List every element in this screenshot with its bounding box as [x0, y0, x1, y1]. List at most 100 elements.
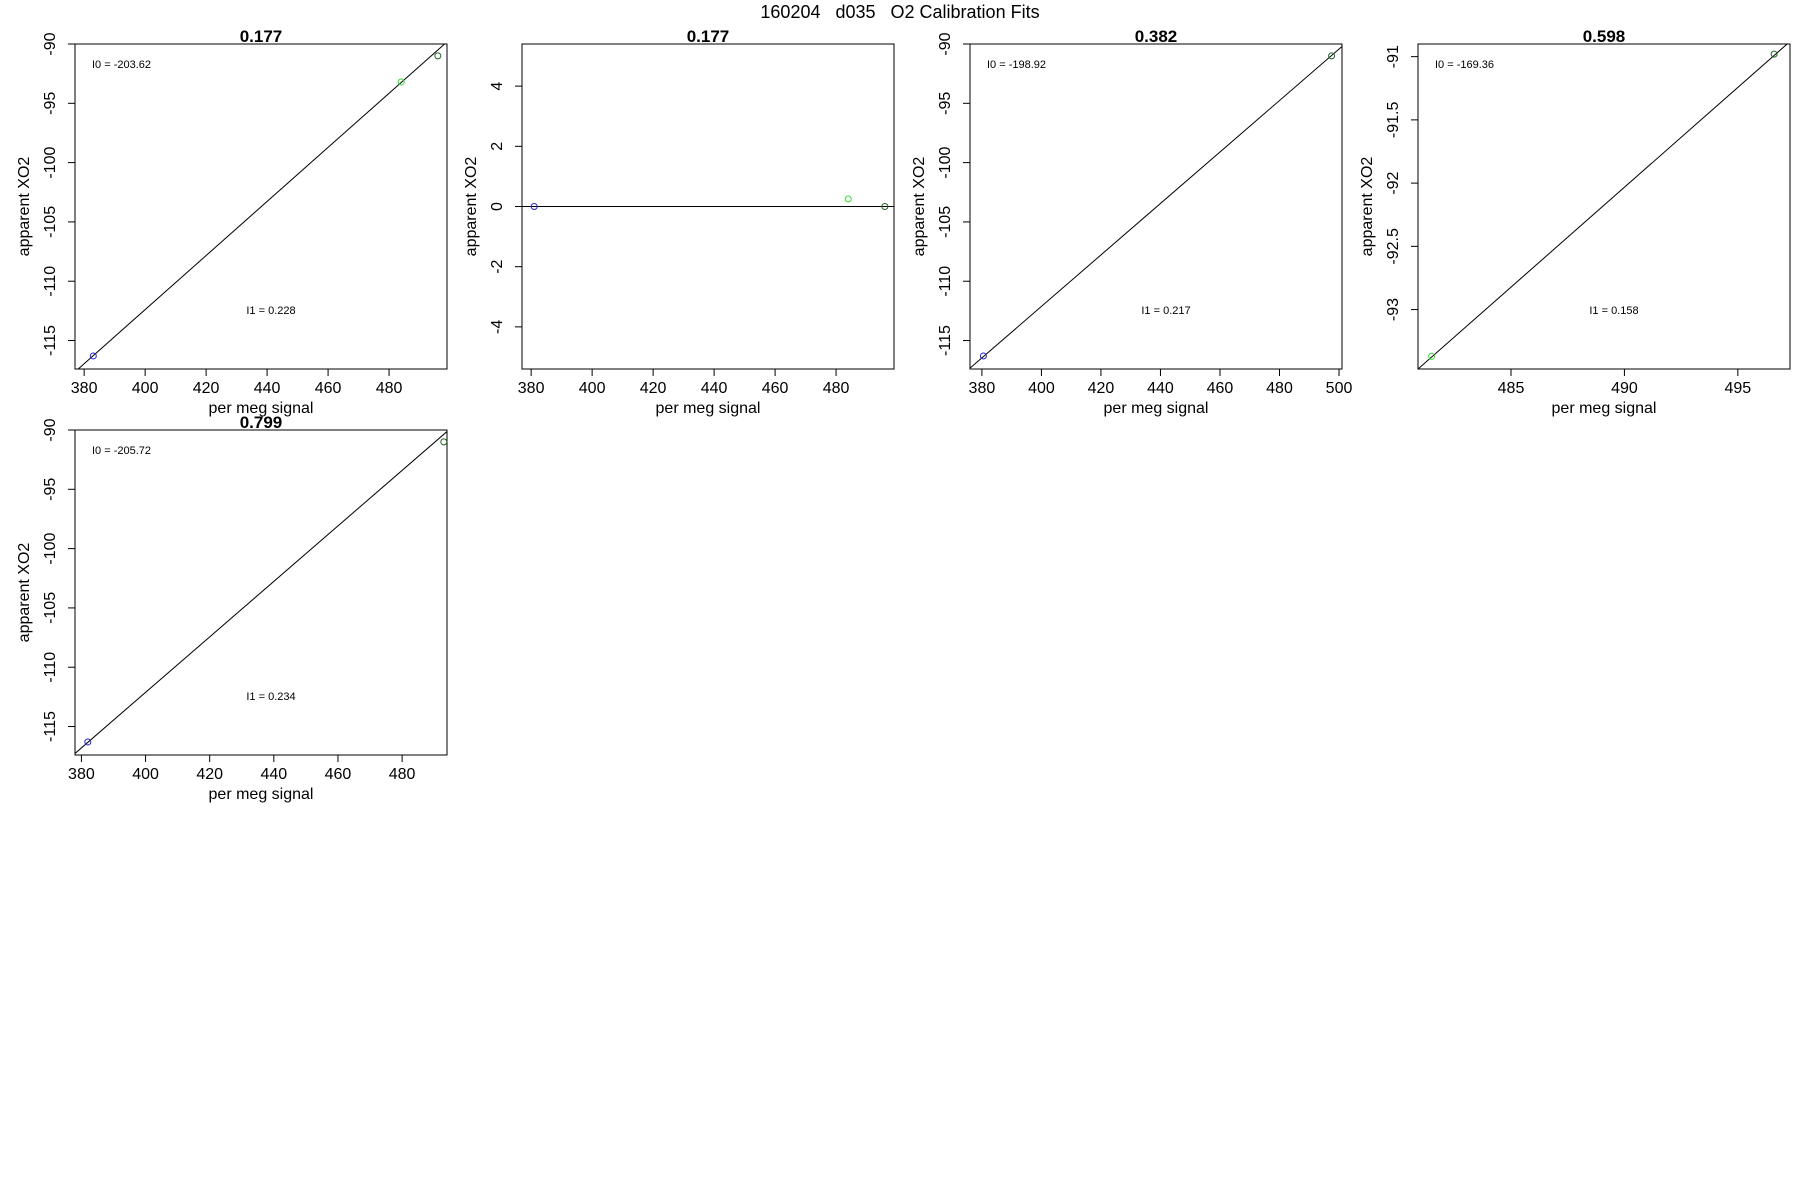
intercept-label: I0 = -205.72 [92, 445, 151, 457]
fit-line [77, 44, 446, 369]
x-axis-label: per meg signal [209, 786, 314, 803]
x-tick-label: 490 [1611, 380, 1638, 397]
y-tick-label: -110 [42, 266, 59, 297]
y-tick-label: -90 [937, 32, 954, 55]
y-tick-label: -100 [42, 147, 59, 179]
y-tick-label: 2 [489, 142, 506, 151]
x-tick-label: 460 [325, 766, 352, 783]
data-point [881, 203, 889, 210]
y-tick-label: -105 [42, 592, 59, 624]
y-tick-label: -92 [1385, 171, 1402, 194]
x-tick-label: 460 [1207, 380, 1234, 397]
y-tick-label: 0 [489, 202, 506, 211]
x-tick-label: 440 [701, 380, 728, 397]
y-tick-label: -95 [937, 92, 954, 115]
data-point [89, 352, 97, 360]
y-tick-label: -90 [42, 418, 59, 441]
x-tick-label: 440 [1147, 380, 1174, 397]
x-tick-label: 440 [254, 380, 281, 397]
x-tick-label: 460 [315, 380, 342, 397]
y-tick-label: -100 [937, 147, 954, 179]
x-tick-label: 485 [1498, 380, 1525, 397]
data-point [1328, 52, 1336, 60]
y-tick-label: -91.5 [1385, 102, 1402, 139]
x-tick-label: 400 [132, 766, 159, 783]
x-tick-label: 400 [132, 380, 159, 397]
x-tick-label: 500 [1326, 380, 1353, 397]
figure-title: 160204 d035 O2 Calibration Fits [760, 2, 1040, 22]
x-tick-label: 440 [260, 766, 287, 783]
y-axis-label: apparent XO2 [463, 157, 480, 257]
fit-line [1418, 44, 1788, 369]
y-axis-label: apparent XO2 [16, 157, 33, 257]
data-point [1770, 50, 1778, 58]
y-axis-label: apparent XO2 [911, 157, 928, 257]
data-point [440, 438, 448, 446]
y-tick-label: -105 [937, 206, 954, 238]
intercept-label: I0 = -203.62 [92, 59, 151, 71]
x-tick-label: 400 [579, 380, 606, 397]
y-tick-label: 4 [489, 82, 506, 91]
x-tick-label: 495 [1724, 380, 1751, 397]
x-tick-label: 420 [640, 380, 667, 397]
x-tick-label: 480 [823, 380, 850, 397]
fit-line [970, 46, 1342, 369]
x-tick-label: 380 [969, 380, 996, 397]
x-axis-label: per meg signal [209, 400, 314, 417]
chart-title: 0.799 [240, 413, 283, 432]
fit-line [75, 431, 447, 754]
x-axis-label: per meg signal [656, 400, 761, 417]
x-tick-label: 480 [1266, 380, 1293, 397]
x-tick-label: 380 [518, 380, 545, 397]
x-tick-label: 480 [376, 380, 403, 397]
y-tick-label: -115 [42, 711, 59, 742]
x-tick-label: 420 [196, 766, 223, 783]
data-point [1428, 352, 1436, 360]
y-tick-label: -110 [42, 652, 59, 683]
slope-label: I1 = 0.217 [1141, 305, 1190, 317]
chart-panel-1: 0.177 380 400 420 440 460 480 per meg signal -11… [16, 27, 448, 417]
intercept-label: I0 = -198.92 [987, 59, 1046, 71]
x-axis-label: per meg signal [1552, 400, 1657, 417]
y-tick-label: -115 [42, 325, 59, 356]
chart-title: 0.598 [1583, 27, 1626, 46]
x-tick-label: 460 [762, 380, 789, 397]
y-tick-label: -93 [1385, 298, 1402, 321]
x-tick-label: 380 [71, 380, 98, 397]
chart-title: 0.382 [1135, 27, 1178, 46]
y-tick-label: -90 [42, 32, 59, 55]
slope-label: I1 = 0.158 [1589, 305, 1638, 317]
intercept-label: I0 = -169.36 [1435, 59, 1494, 71]
y-tick-label: -110 [937, 266, 954, 297]
data-point [844, 195, 852, 203]
slope-label: I1 = 0.228 [246, 305, 295, 317]
x-tick-label: 420 [193, 380, 220, 397]
x-tick-label: 380 [68, 766, 95, 783]
y-tick-label: -100 [42, 533, 59, 565]
x-tick-label: 420 [1088, 380, 1115, 397]
y-axis-label: apparent XO2 [1359, 157, 1376, 257]
chart-title: 0.177 [687, 27, 730, 46]
data-point [530, 203, 538, 210]
x-axis-label: per meg signal [1104, 400, 1209, 417]
y-tick-label: -95 [42, 92, 59, 115]
x-tick-label: 480 [389, 766, 416, 783]
chart-title: 0.177 [240, 27, 283, 46]
data-point [84, 738, 92, 746]
y-tick-label: -95 [42, 478, 59, 501]
chart-panel-4: 0.598 485 490 495 per meg signal -93 -92.5 -92 -… [1359, 27, 1791, 417]
data-point [434, 52, 442, 60]
y-tick-label: -4 [489, 320, 506, 334]
x-tick-label: 400 [1028, 380, 1055, 397]
data-point [397, 78, 405, 86]
y-tick-label: -115 [937, 325, 954, 356]
chart-panel-3: 0.382 380 400 420 440 460 480 500 per meg signal… [911, 27, 1352, 417]
y-tick-label: -91 [1385, 45, 1402, 68]
y-tick-label: -92.5 [1385, 228, 1402, 265]
chart-panel-5: 0.799 380 400 420 440 460 480 per meg signal -11… [16, 413, 448, 803]
y-tick-label: -105 [42, 206, 59, 238]
y-axis-label: apparent XO2 [16, 543, 33, 643]
y-tick-label: -2 [489, 259, 506, 273]
